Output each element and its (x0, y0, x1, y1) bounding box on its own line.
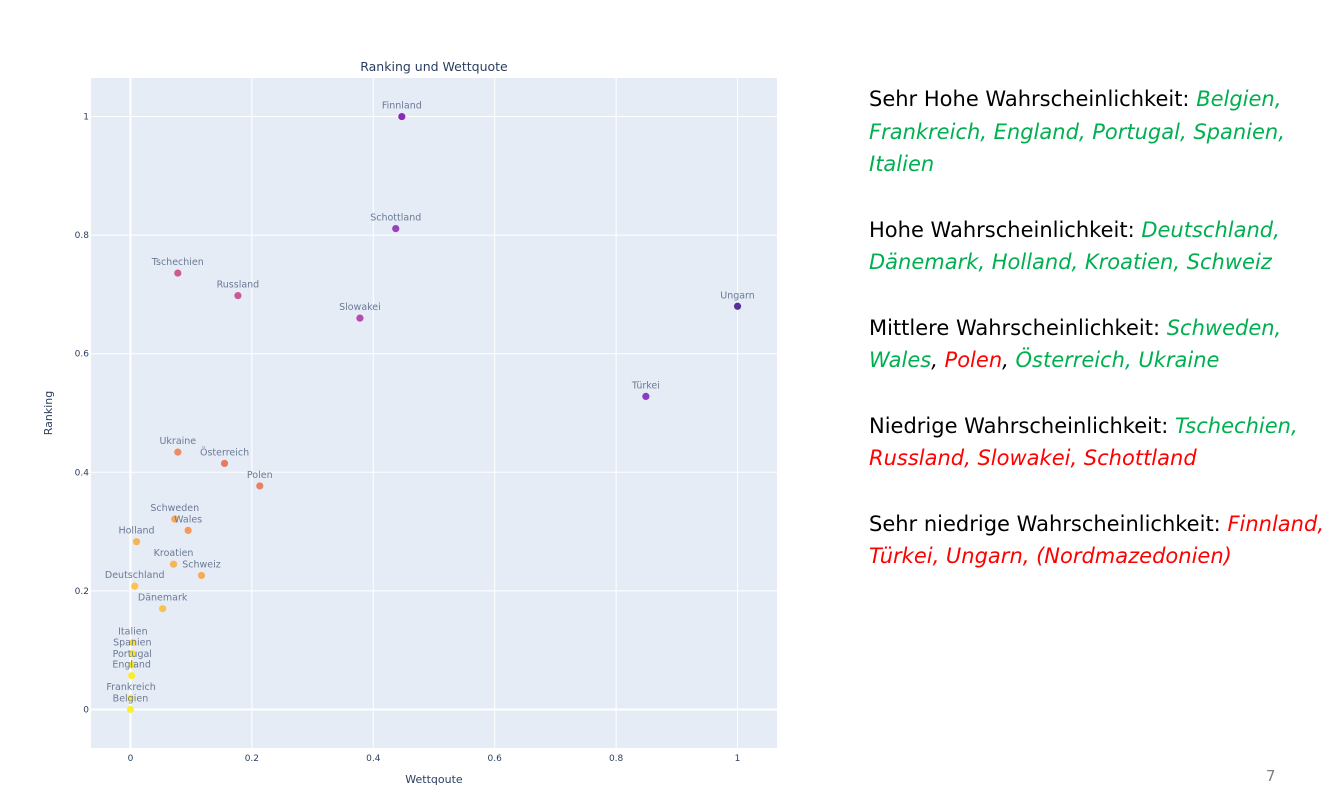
data-point-label: Slowakei (339, 302, 381, 313)
x-tick-label: 0 (128, 754, 134, 764)
data-point-label: Spanien (113, 638, 151, 649)
category-block: Niedrige Wahrscheinlichkeit: Tschechien,… (869, 410, 1329, 475)
data-point-label: Italien (118, 626, 148, 637)
y-tick-label: 0.6 (75, 350, 90, 360)
category-countries: Deutschland, Dänemark, Holland, Kroatien… (869, 217, 1280, 275)
data-point[interactable] (733, 302, 742, 310)
probability-categories: Sehr Hohe Wahrscheinlichkeit: Belgien, F… (869, 83, 1329, 606)
data-point-label: Holland (118, 526, 154, 537)
data-point[interactable] (256, 482, 264, 490)
grid-layer (91, 78, 777, 748)
x-tick-label: 0.4 (366, 754, 381, 764)
y-tick-label: 0 (83, 705, 89, 715)
data-point[interactable] (171, 515, 179, 523)
y-tick-label: 0.4 (75, 468, 90, 478)
data-point-label: Ukraine (159, 436, 196, 447)
data-point[interactable] (220, 459, 229, 467)
data-point-label: Wales (174, 514, 202, 525)
data-point[interactable] (356, 314, 364, 322)
data-point-label: Kroatien (154, 548, 194, 559)
data-point[interactable] (159, 605, 167, 613)
scatter-chart: 0 0.2 0.4 0.6 0.8 1 0 0.2 0.4 0.6 0.8 1 Finnland Sch… (42, 59, 777, 786)
category-countries: Finnland, Türkei, Ungarn, (Nordmazedonie… (869, 511, 1324, 569)
category-label: Hohe Wahrscheinlichkeit: (869, 217, 1142, 242)
chart-title: Ranking und Wettquote (360, 59, 508, 74)
category-block: Mittlere Wahrscheinlichkeit: Schweden, W… (869, 312, 1329, 377)
data-point[interactable] (169, 560, 178, 568)
category-countries: Schweden, Wales (869, 315, 1282, 373)
category-label: Sehr Hohe Wahrscheinlichkeit: (869, 87, 1197, 111)
data-point-label: Österreich (200, 447, 249, 458)
data-point-label: Polen (247, 470, 273, 481)
data-point-label: Frankreich (106, 682, 155, 693)
y-tick-label: 1 (83, 113, 89, 123)
data-point-label: Schweden (150, 503, 199, 514)
data-point-label: Tschechien (151, 257, 204, 268)
category-countries: , (931, 348, 945, 372)
category-countries: Russland, Slowakei, Schottland (869, 446, 1197, 470)
plot-background (91, 78, 777, 748)
x-axis-label: Wettqoute (405, 773, 463, 786)
category-countries: Polen (944, 348, 1003, 372)
data-point[interactable] (128, 661, 136, 669)
chart-svg: 0 0.2 0.4 0.6 0.8 1 0 0.2 0.4 0.6 0.8 1 Finnland Sch… (42, 59, 777, 786)
x-tick-label: 0.8 (609, 754, 624, 764)
data-point[interactable] (398, 112, 406, 121)
data-point[interactable] (129, 638, 137, 647)
category-block: Sehr niedrige Wahrscheinlichkeit: Finnla… (869, 508, 1329, 573)
category-countries: Belgien, Frankreich, England, Portugal, … (869, 87, 1285, 176)
data-point-label: Schweiz (182, 559, 221, 570)
category-label: Mittlere Wahrscheinlichkeit: (869, 315, 1167, 340)
x-tick-label: 1 (735, 754, 741, 764)
data-point-label: Deutschland (105, 570, 165, 581)
data-point-label: Ungarn (720, 290, 755, 301)
category-block: Hohe Wahrscheinlichkeit: Deutschland, Dä… (869, 214, 1329, 279)
data-point-label: Türkei (631, 380, 660, 391)
tick-layer: 0 0.2 0.4 0.6 0.8 1 0 0.2 0.4 0.6 0.8 1 (75, 113, 741, 764)
data-point-label: England (112, 660, 151, 671)
data-point[interactable] (174, 448, 182, 456)
y-tick-label: 0.2 (75, 587, 89, 597)
y-tick-label: 0.8 (75, 231, 90, 241)
category-label: Sehr niedrige Wahrscheinlichkeit: (869, 511, 1228, 536)
data-point[interactable] (127, 694, 135, 702)
data-point-label: Schottland (370, 213, 421, 224)
data-point[interactable] (392, 225, 400, 233)
point-layer: Finnland Schottland Tschechien Russland Slow… (105, 101, 755, 714)
x-tick-label: 0.6 (488, 754, 503, 764)
category-countries: , (1002, 348, 1016, 372)
category-countries: Österreich, Ukraine (1015, 348, 1220, 372)
page-number: 7 (1266, 767, 1276, 785)
data-point[interactable] (174, 269, 182, 277)
data-point[interactable] (197, 571, 206, 580)
data-point[interactable] (128, 650, 136, 658)
category-label: Niedrige Wahrscheinlichkeit: (869, 413, 1175, 438)
data-point[interactable] (642, 392, 650, 400)
data-point[interactable] (126, 705, 135, 714)
data-point-label: Portugal (113, 649, 152, 660)
data-point[interactable] (128, 672, 136, 680)
data-point[interactable] (132, 538, 141, 546)
data-point[interactable] (184, 526, 192, 534)
x-tick-label: 0.2 (245, 754, 259, 764)
data-point[interactable] (234, 292, 242, 300)
data-point-label: Dänemark (138, 593, 188, 604)
category-block: Sehr Hohe Wahrscheinlichkeit: Belgien, F… (869, 83, 1329, 181)
data-point[interactable] (131, 582, 139, 590)
data-point-label: Belgien (113, 693, 149, 704)
category-countries: Tschechien, (1174, 413, 1298, 438)
y-axis-label: Ranking (42, 391, 55, 436)
data-point-label: Russland (217, 280, 260, 291)
data-point-label: Finnland (382, 101, 422, 112)
